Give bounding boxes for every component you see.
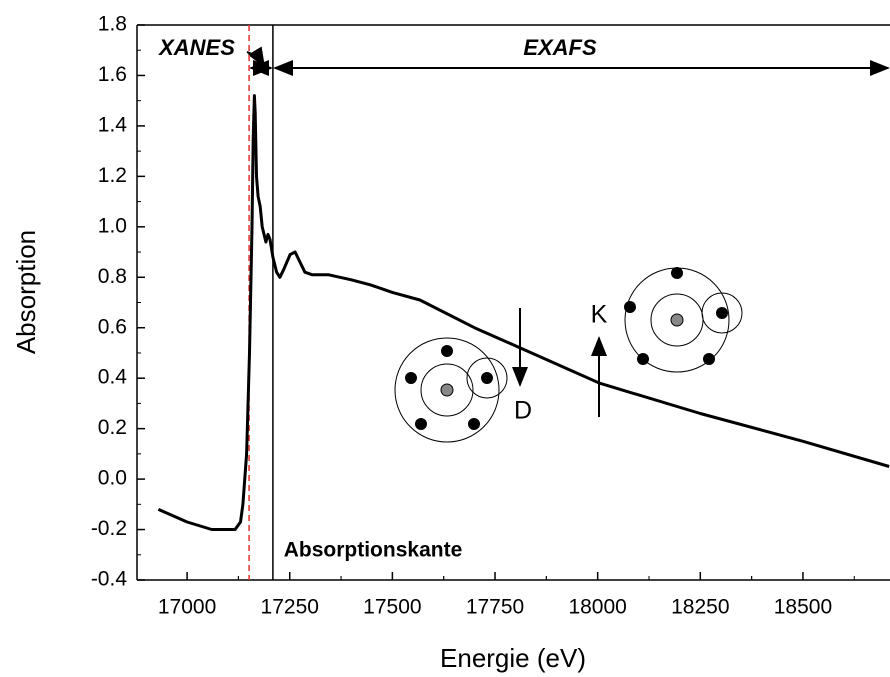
x-tick-label: 18250	[671, 596, 729, 619]
data-line	[157, 94, 890, 531]
d-label: D	[514, 397, 532, 425]
y-tick-label: 1.6	[98, 63, 127, 86]
x-tick-label: 17250	[261, 596, 319, 619]
x-axis-title: Energie (eV)	[440, 643, 586, 673]
y-tick-label: 0.2	[98, 416, 127, 439]
x-tick-label: 18000	[568, 596, 626, 619]
y-tick-label: 0.6	[98, 315, 127, 338]
y-tick-label: 0.4	[98, 366, 128, 389]
y-axis-title: Absorption	[11, 230, 41, 354]
range-arrows	[246, 46, 890, 417]
y-tick-label: 0.8	[98, 265, 127, 288]
atom-k	[624, 267, 743, 373]
k-label: K	[591, 301, 608, 329]
x-tick-label: 17750	[466, 596, 524, 619]
x-tick-label: 17000	[158, 596, 216, 619]
exafs-label: EXAFS	[523, 35, 597, 60]
x-tick-label: 17500	[363, 596, 421, 619]
y-tick-label: -0.2	[91, 517, 127, 540]
y-tick-label: 1.2	[98, 164, 127, 187]
atom-d	[394, 337, 508, 443]
y-tick-label: 0.0	[98, 467, 127, 490]
y-tick-label: 1.0	[98, 214, 127, 237]
y-tick-label: 1.8	[98, 13, 127, 36]
y-tick-label: 1.4	[98, 113, 128, 136]
y-tick-label: -0.4	[91, 568, 128, 591]
xanes-label: XANES	[157, 35, 235, 60]
edge-label: Absorptionskante	[284, 539, 463, 562]
x-tick-label: 18500	[774, 596, 832, 619]
